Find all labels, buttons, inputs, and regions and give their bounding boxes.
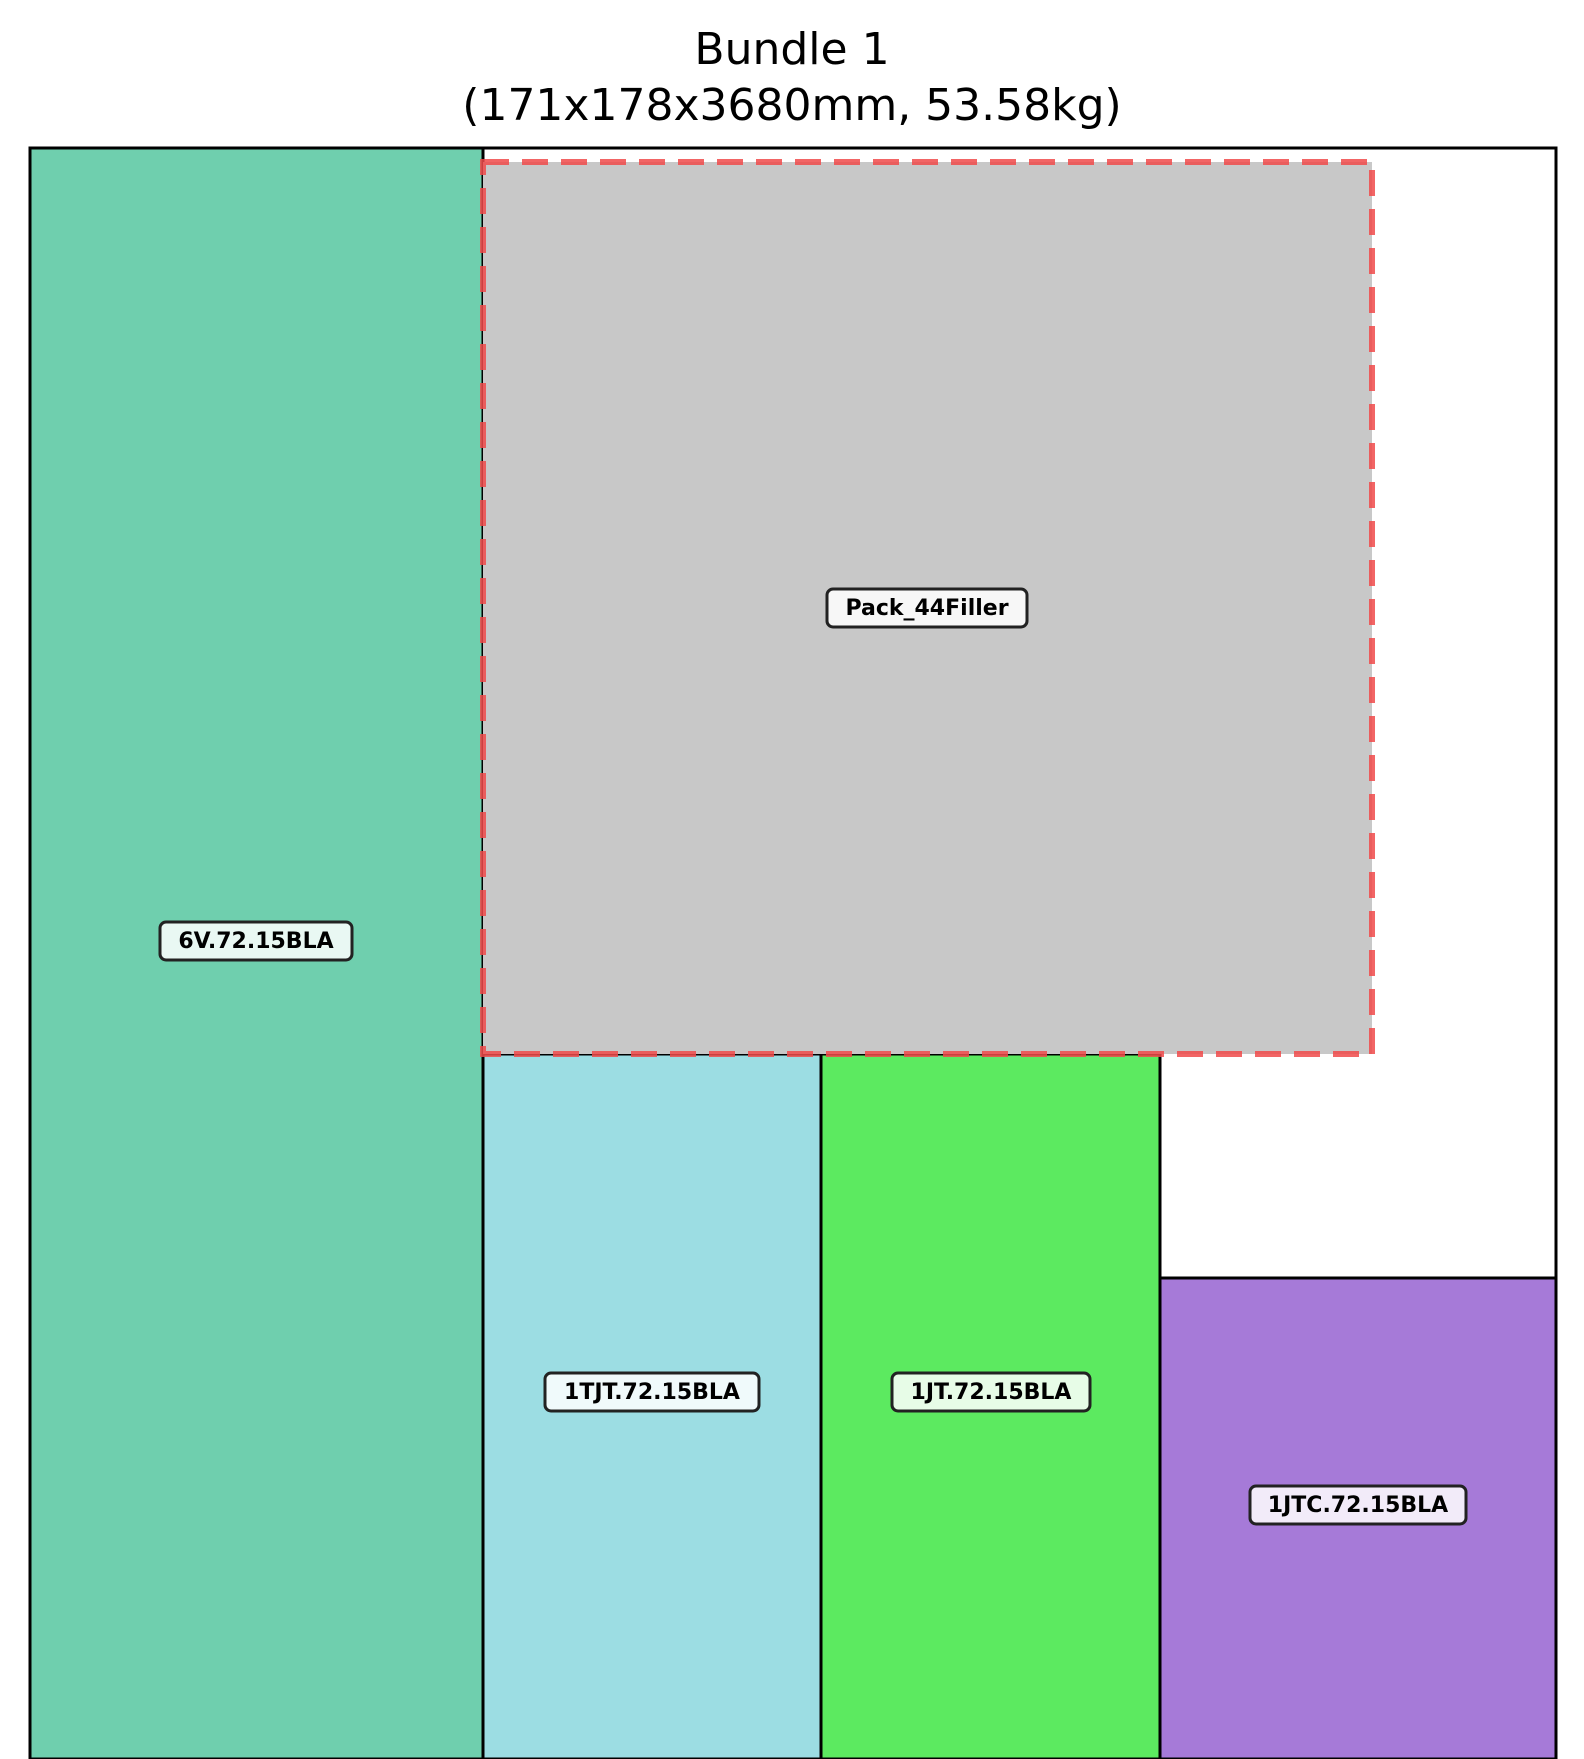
piece-1jtc-label: 1JTC.72.15BLA bbox=[1248, 1484, 1468, 1526]
piece-6v-label: 6V.72.15BLA bbox=[158, 920, 354, 962]
piece-1tjt-label: 1TJT.72.15BLA bbox=[543, 1371, 761, 1413]
piece-1tjt-label-box bbox=[543, 1371, 761, 1413]
piece-1jtc-label-box bbox=[1248, 1484, 1468, 1526]
bundle-outline bbox=[28, 146, 1558, 1759]
bundle-title: Bundle 1 (171x178x3680mm, 53.58kg) bbox=[0, 22, 1584, 134]
piece-1jt-label: 1JT.72.15BLA bbox=[890, 1371, 1092, 1413]
piece-filler-highlight bbox=[480, 159, 1375, 1057]
piece-filler-label: Pack_44Filler bbox=[825, 587, 1029, 629]
bundle-name: Bundle 1 bbox=[694, 24, 890, 75]
piece-1tjt-label-text: 1TJT.72.15BLA bbox=[564, 1380, 740, 1405]
piece-filler-label-text: Pack_44Filler bbox=[845, 596, 1008, 621]
piece-6v-label-box bbox=[158, 920, 354, 962]
piece-6v-label-text: 6V.72.15BLA bbox=[178, 929, 333, 954]
piece-1jtc-label-text: 1JTC.72.15BLA bbox=[1268, 1493, 1448, 1518]
piece-1jt-label-box bbox=[890, 1371, 1092, 1413]
piece-filler-label-box bbox=[825, 587, 1029, 629]
bundle-specs: (171x178x3680mm, 53.58kg) bbox=[462, 80, 1122, 131]
piece-1jt-label-text: 1JT.72.15BLA bbox=[911, 1380, 1072, 1405]
